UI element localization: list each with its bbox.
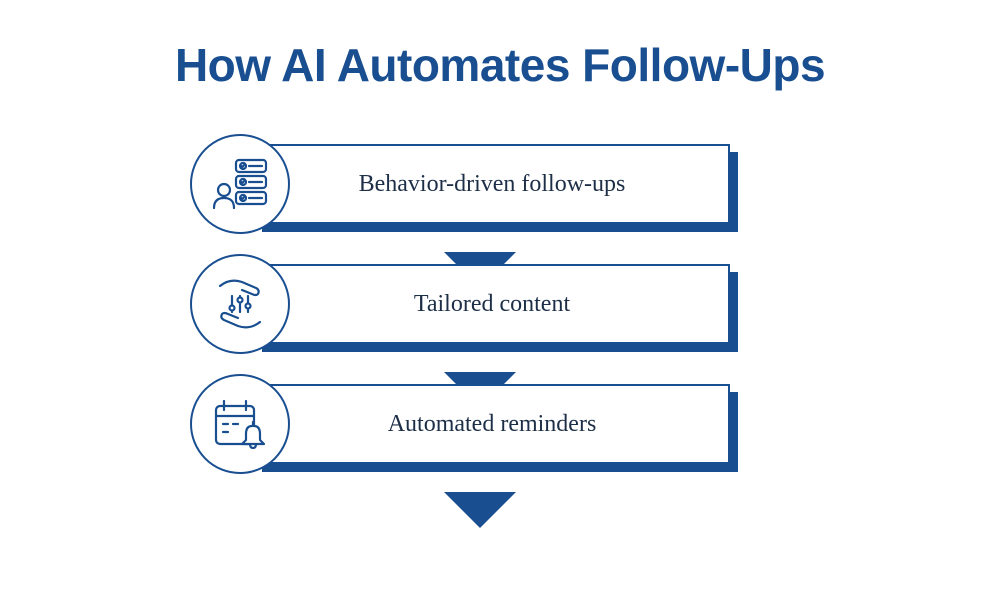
hands-sliders-icon (208, 272, 272, 336)
step-2-circle (190, 254, 290, 354)
step-2-box: Tailored content (254, 264, 730, 344)
arrow-down-icon (444, 492, 516, 528)
steps-stack: Behavior-driven follow-ups (210, 132, 750, 492)
step-3-box: Automated reminders (254, 384, 730, 464)
step-3-circle (190, 374, 290, 474)
step-3: Automated reminders (210, 372, 750, 492)
step-1-circle (190, 134, 290, 234)
step-2-label: Tailored content (414, 291, 570, 318)
step-2: Tailored content (210, 252, 750, 372)
step-1-label: Behavior-driven follow-ups (359, 171, 626, 198)
step-1: Behavior-driven follow-ups (210, 132, 750, 252)
page-title: How AI Automates Follow-Ups (0, 0, 1000, 92)
step-3-label: Automated reminders (388, 411, 597, 438)
step-1-box: Behavior-driven follow-ups (254, 144, 730, 224)
calendar-bell-icon (208, 392, 272, 456)
person-checklist-icon (208, 152, 272, 216)
